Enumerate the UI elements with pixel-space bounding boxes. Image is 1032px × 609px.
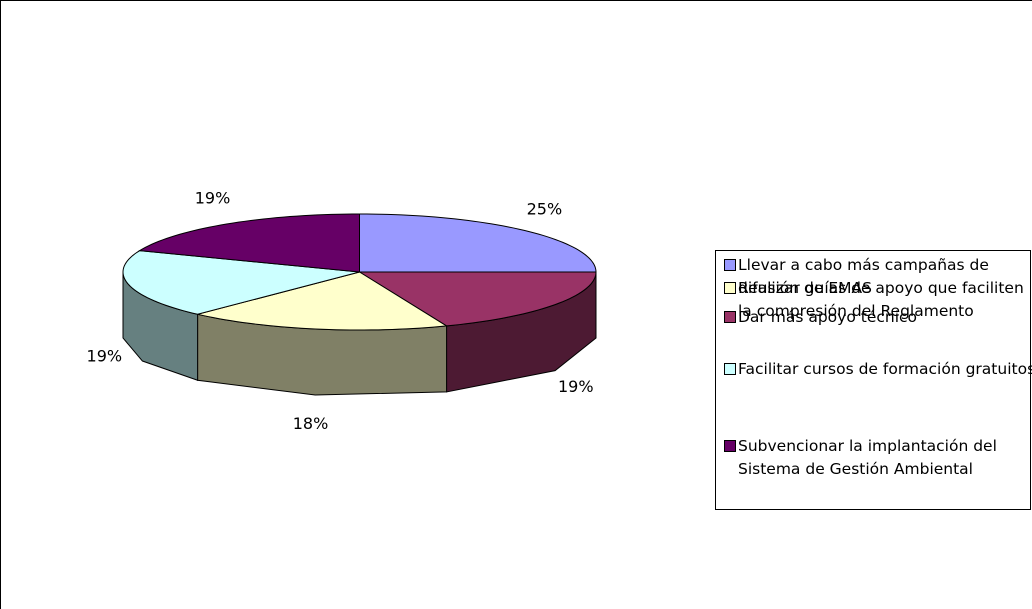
legend-entry: Llevar a cabo más campañas de difusión d… xyxy=(724,254,1032,300)
slice xyxy=(359,213,597,273)
legend-entry: Facilitar cursos de formación gratuitos xyxy=(724,358,1032,381)
legend-swatch xyxy=(724,363,736,375)
slice xyxy=(138,213,360,273)
legend-entry: Dar más apoyo técnico xyxy=(724,306,1032,329)
data-label: 25% xyxy=(527,199,563,218)
legend-label: Facilitar cursos de formación gratuitos xyxy=(738,360,1032,378)
data-label: 19% xyxy=(87,347,123,366)
data-label: 19% xyxy=(558,377,594,396)
legend-label: Dar más apoyo técnico xyxy=(738,308,918,326)
legend-swatch xyxy=(724,440,736,452)
slice xyxy=(197,271,449,331)
legend-label: Llevar a cabo más campañas de difusión d… xyxy=(738,256,989,297)
legend-swatch xyxy=(724,311,736,323)
legend-swatch xyxy=(724,282,736,294)
slice xyxy=(357,271,597,327)
legend-entry: Realizar guías de apoyo que faciliten la… xyxy=(724,277,1032,323)
data-label: 19% xyxy=(195,189,231,208)
legend: Llevar a cabo más campañas de difusión d… xyxy=(715,250,1032,510)
legend-label: Subvencionar la implantación del Sistema… xyxy=(738,437,997,478)
data-label: 18% xyxy=(293,414,329,433)
legend-entry: Subvencionar la implantación del Sistema… xyxy=(724,435,1032,481)
legend-swatch xyxy=(724,259,736,271)
legend-label: Realizar guías de apoyo que faciliten la… xyxy=(738,279,1024,320)
